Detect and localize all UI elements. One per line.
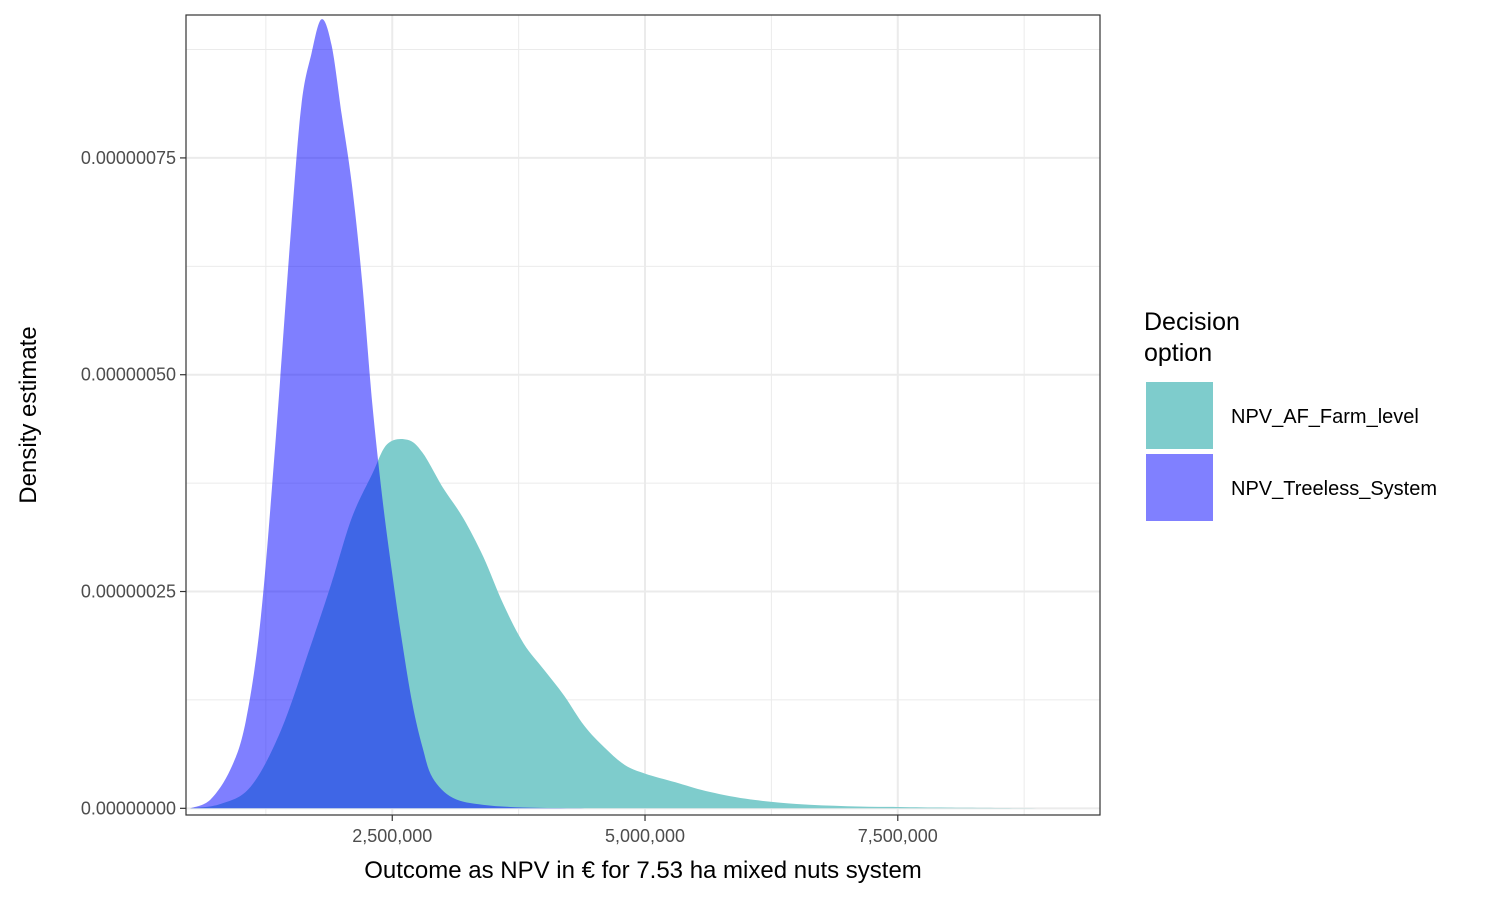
legend-title-line-2: option	[1144, 339, 1212, 367]
y-tick-label: 0.00000075	[81, 148, 176, 168]
legend-title-line-1: Decision	[1144, 308, 1240, 336]
y-tick-label: 0.00000050	[81, 365, 176, 385]
x-tick-label: 5,000,000	[605, 826, 685, 846]
x-tick-label: 2,500,000	[352, 826, 432, 846]
legend-label-npv-treeless-system: NPV_Treeless_System	[1231, 478, 1437, 500]
panel-border	[185, 14, 1101, 816]
density-areas	[190, 19, 1080, 809]
legend-label-npv-af-farm-level: NPV_AF_Farm_level	[1231, 406, 1419, 428]
y-tick-label: 0.00000000	[81, 798, 176, 818]
y-axis: 0.00000000 0.00000025 0.00000050 0.00000075	[81, 148, 186, 818]
plot-panel	[185, 14, 1101, 816]
x-axis: 2,500,000 5,000,000 7,500,000	[352, 815, 938, 846]
x-axis-title: Outcome as NPV in € for 7.53 ha mixed nu…	[364, 857, 922, 884]
x-tick-label: 7,500,000	[858, 826, 938, 846]
density-area-npv-treeless-system	[190, 19, 645, 809]
legend-swatch-npv-af-farm-level	[1146, 382, 1213, 449]
y-axis-title: Density estimate	[15, 326, 42, 503]
legend: Decision option NPV_AF_Farm_level NPV_Tre…	[1144, 308, 1437, 521]
legend-keys: NPV_AF_Farm_level NPV_Treeless_System	[1146, 382, 1437, 521]
legend-swatch-npv-treeless-system	[1146, 454, 1213, 521]
y-tick-label: 0.00000025	[81, 582, 176, 602]
